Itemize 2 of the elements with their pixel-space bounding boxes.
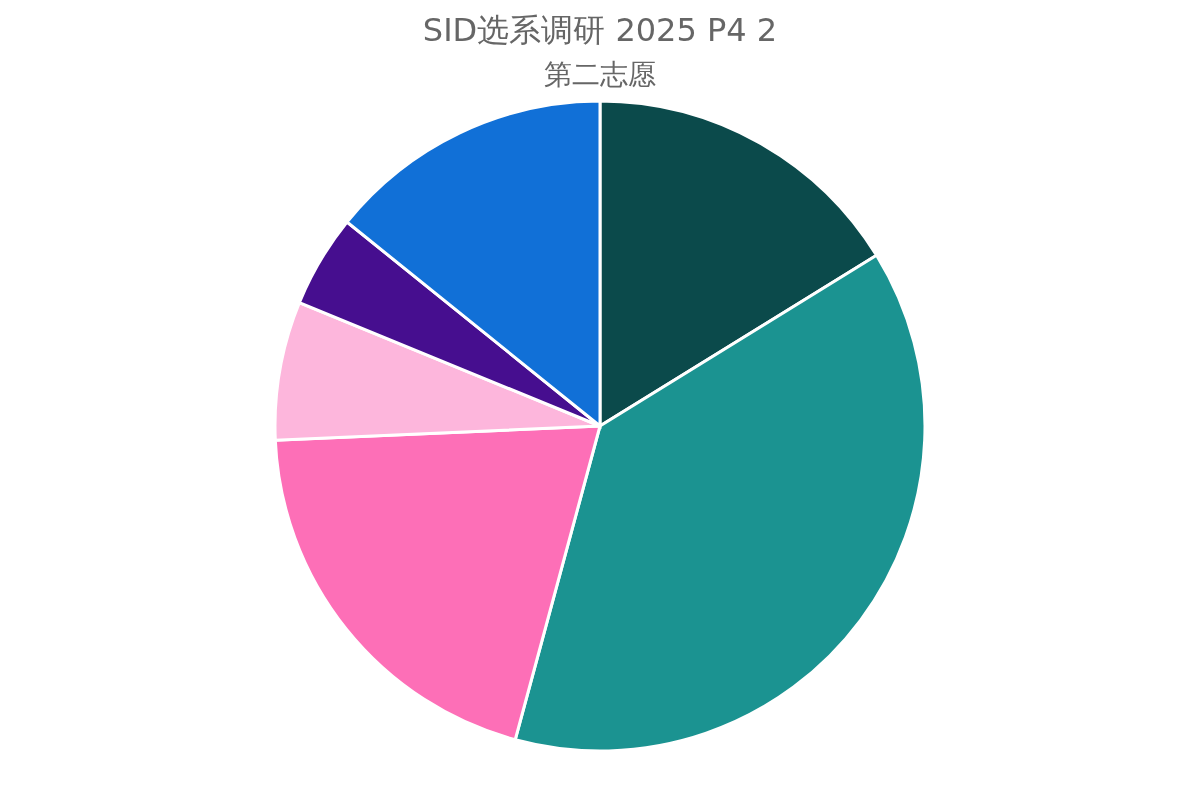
chart-title: SID选系调研 2025 P4 2 [422,11,778,49]
chart-subtitle: 第二志愿 [544,58,656,91]
